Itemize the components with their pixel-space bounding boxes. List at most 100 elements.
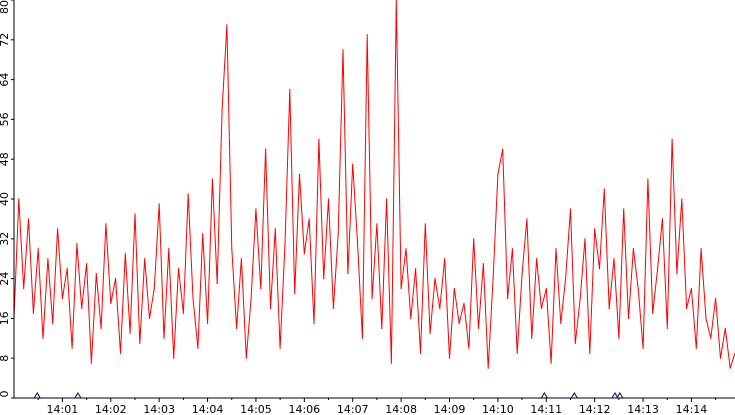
- data-point: [497, 173, 499, 175]
- data-point: [516, 352, 518, 354]
- data-point: [565, 278, 567, 280]
- data-point: [540, 307, 543, 310]
- data-point: [690, 287, 693, 290]
- data-point: [337, 233, 339, 235]
- data-point: [463, 302, 465, 305]
- data-point: [584, 238, 586, 240]
- data-point: [163, 337, 165, 339]
- data-point: [623, 208, 625, 210]
- x-tick-label: 14:03: [143, 403, 175, 415]
- data-point: [52, 322, 54, 324]
- data-point: [206, 322, 209, 324]
- data-point: [110, 302, 112, 305]
- data-point: [134, 213, 136, 215]
- data-point: [27, 218, 30, 220]
- data-point: [366, 34, 368, 36]
- y-tick-label: 24: [0, 272, 11, 286]
- data-point: [536, 258, 538, 260]
- data-point: [221, 108, 223, 111]
- data-point: [424, 223, 426, 225]
- data-point: [506, 297, 509, 300]
- data-point: [695, 347, 697, 349]
- data-point: [158, 203, 160, 205]
- data-point: [724, 327, 726, 329]
- data-point: [434, 278, 436, 280]
- data-point: [390, 362, 393, 364]
- data-point: [574, 342, 576, 344]
- data-point: [656, 268, 659, 270]
- data-point: [85, 263, 88, 265]
- data-point: [124, 253, 126, 255]
- data-point: [168, 248, 170, 250]
- data-point: [105, 223, 107, 225]
- y-tick-label: 40: [0, 192, 11, 206]
- data-point: [95, 273, 97, 275]
- data-point: [637, 287, 639, 290]
- data-point: [197, 347, 199, 349]
- data-point: [274, 228, 276, 230]
- data-point: [555, 248, 557, 250]
- data-point: [715, 297, 717, 300]
- x-tick-label: 14:09: [434, 403, 466, 415]
- data-point: [511, 248, 514, 250]
- data-point: [235, 327, 238, 329]
- x-tick-label: 14:07: [337, 403, 369, 415]
- data-point: [652, 312, 654, 315]
- data-point: [119, 352, 122, 354]
- data-point: [710, 337, 712, 339]
- data-point: [385, 198, 388, 200]
- data-point: [356, 243, 359, 245]
- data-point: [676, 273, 678, 275]
- data-point: [550, 362, 552, 364]
- data-point: [531, 337, 533, 339]
- series-line: [13, 0, 735, 369]
- data-point: [608, 307, 610, 310]
- event-marker-layer: [33, 392, 624, 399]
- x-tick-label: 14:12: [579, 403, 611, 415]
- x-tick-label: 14:08: [385, 403, 417, 415]
- data-point: [279, 347, 281, 349]
- y-tick-label: 48: [0, 152, 11, 166]
- y-tick-label: 16: [0, 311, 11, 325]
- data-point: [187, 193, 189, 195]
- data-point: [492, 278, 494, 280]
- data-point: [579, 297, 581, 300]
- data-point: [439, 307, 441, 310]
- data-point: [729, 367, 731, 369]
- x-tick-label: 14:04: [192, 403, 224, 415]
- data-point: [298, 173, 301, 175]
- y-axis: 0 8 16 24 32 40 48 56 64 72 80: [0, 0, 15, 399]
- data-point: [395, 0, 397, 1]
- x-tick-label: 14:11: [530, 403, 562, 415]
- data-point: [477, 327, 480, 329]
- data-point: [719, 357, 722, 359]
- data-point: [231, 248, 233, 250]
- x-tick-label: 14:01: [47, 403, 79, 415]
- data-point: [632, 248, 634, 250]
- data-point: [686, 307, 688, 310]
- data-point: [18, 198, 20, 200]
- data-point: [303, 253, 305, 255]
- data-point: [284, 243, 286, 245]
- data-point: [327, 198, 330, 200]
- data-point: [487, 367, 489, 369]
- data-point: [594, 228, 596, 230]
- event-marker: [570, 392, 578, 399]
- data-point: [294, 292, 296, 295]
- data-point: [71, 347, 73, 349]
- data-point: [129, 332, 131, 334]
- data-point: [153, 287, 155, 290]
- data-point: [419, 352, 422, 354]
- event-marker: [616, 392, 624, 399]
- data-point: [342, 49, 344, 51]
- data-point: [76, 243, 78, 245]
- data-point: [226, 24, 228, 26]
- data-point: [482, 263, 484, 265]
- data-point: [560, 322, 562, 324]
- x-tick-label: 14:10: [482, 403, 514, 415]
- data-point: [332, 307, 334, 310]
- data-point: [23, 287, 25, 290]
- data-point: [448, 357, 451, 359]
- data-point: [618, 337, 620, 339]
- data-point: [61, 297, 63, 300]
